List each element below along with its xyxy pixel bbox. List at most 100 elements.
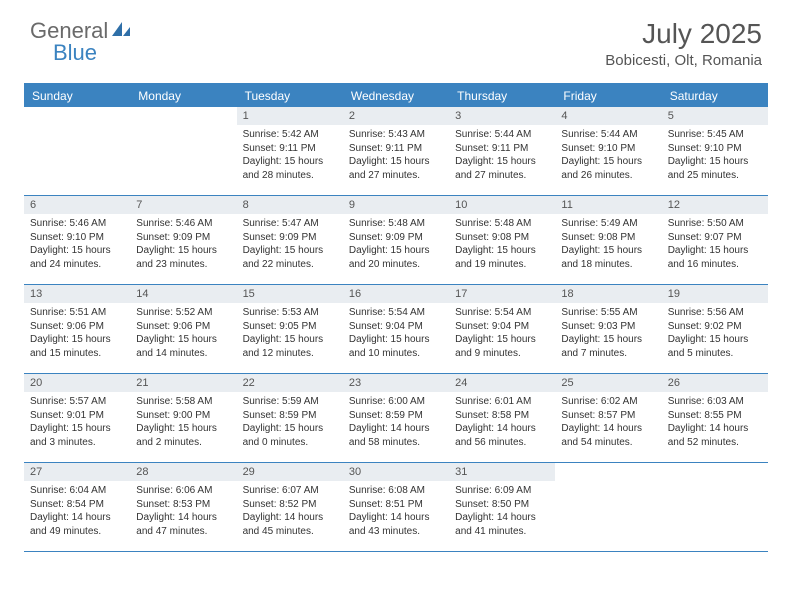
- day-details: Sunrise: 6:00 AMSunset: 8:59 PMDaylight:…: [343, 392, 449, 455]
- sunset-text: Sunset: 9:06 PM: [30, 320, 124, 334]
- sunset-text: Sunset: 9:10 PM: [668, 142, 762, 156]
- day-number: 6: [24, 196, 130, 214]
- day-number: 12: [662, 196, 768, 214]
- daylight-text: Daylight: 15 hours and 26 minutes.: [561, 155, 655, 182]
- day-details: Sunrise: 5:55 AMSunset: 9:03 PMDaylight:…: [555, 303, 661, 366]
- sunrise-text: Sunrise: 5:56 AM: [668, 306, 762, 320]
- daylight-text: Daylight: 15 hours and 28 minutes.: [243, 155, 337, 182]
- daylight-text: Daylight: 15 hours and 23 minutes.: [136, 244, 230, 271]
- sunrise-text: Sunrise: 6:06 AM: [136, 484, 230, 498]
- sunrise-text: Sunrise: 5:45 AM: [668, 128, 762, 142]
- calendar-cell: 5Sunrise: 5:45 AMSunset: 9:10 PMDaylight…: [662, 107, 768, 195]
- calendar-cell: 31Sunrise: 6:09 AMSunset: 8:50 PMDayligh…: [449, 463, 555, 551]
- day-number: 25: [555, 374, 661, 392]
- day-number: 4: [555, 107, 661, 125]
- sunset-text: Sunset: 8:58 PM: [455, 409, 549, 423]
- daylight-text: Daylight: 14 hours and 56 minutes.: [455, 422, 549, 449]
- dayname-thursday: Thursday: [449, 85, 555, 107]
- page-header: General July 2025 Bobicesti, Olt, Romani…: [0, 0, 792, 77]
- daylight-text: Daylight: 15 hours and 12 minutes.: [243, 333, 337, 360]
- sunset-text: Sunset: 9:08 PM: [455, 231, 549, 245]
- daylight-text: Daylight: 15 hours and 24 minutes.: [30, 244, 124, 271]
- sunrise-text: Sunrise: 5:51 AM: [30, 306, 124, 320]
- calendar-cell: 21Sunrise: 5:58 AMSunset: 9:00 PMDayligh…: [130, 374, 236, 462]
- daylight-text: Daylight: 14 hours and 52 minutes.: [668, 422, 762, 449]
- calendar-cell: 29Sunrise: 6:07 AMSunset: 8:52 PMDayligh…: [237, 463, 343, 551]
- calendar-cell: 17Sunrise: 5:54 AMSunset: 9:04 PMDayligh…: [449, 285, 555, 373]
- sunrise-text: Sunrise: 6:02 AM: [561, 395, 655, 409]
- day-number: 30: [343, 463, 449, 481]
- calendar-cell: [130, 107, 236, 195]
- sunset-text: Sunset: 9:06 PM: [136, 320, 230, 334]
- day-details: Sunrise: 5:57 AMSunset: 9:01 PMDaylight:…: [24, 392, 130, 455]
- calendar-cell: 1Sunrise: 5:42 AMSunset: 9:11 PMDaylight…: [237, 107, 343, 195]
- day-number: 26: [662, 374, 768, 392]
- sunset-text: Sunset: 9:09 PM: [243, 231, 337, 245]
- brand-sail-icon: [108, 18, 132, 44]
- day-number: 16: [343, 285, 449, 303]
- sunrise-text: Sunrise: 6:07 AM: [243, 484, 337, 498]
- sunrise-text: Sunrise: 5:50 AM: [668, 217, 762, 231]
- calendar-week: 20Sunrise: 5:57 AMSunset: 9:01 PMDayligh…: [24, 374, 768, 463]
- daylight-text: Daylight: 14 hours and 49 minutes.: [30, 511, 124, 538]
- daylight-text: Daylight: 15 hours and 19 minutes.: [455, 244, 549, 271]
- sunrise-text: Sunrise: 5:54 AM: [349, 306, 443, 320]
- location-label: Bobicesti, Olt, Romania: [605, 52, 762, 69]
- sunrise-text: Sunrise: 5:54 AM: [455, 306, 549, 320]
- day-details: Sunrise: 5:48 AMSunset: 9:09 PMDaylight:…: [343, 214, 449, 277]
- calendar-cell: 3Sunrise: 5:44 AMSunset: 9:11 PMDaylight…: [449, 107, 555, 195]
- sunset-text: Sunset: 8:53 PM: [136, 498, 230, 512]
- sunrise-text: Sunrise: 5:48 AM: [455, 217, 549, 231]
- day-details: Sunrise: 5:44 AMSunset: 9:11 PMDaylight:…: [449, 125, 555, 188]
- day-number: 23: [343, 374, 449, 392]
- calendar-cell: 30Sunrise: 6:08 AMSunset: 8:51 PMDayligh…: [343, 463, 449, 551]
- day-number: 1: [237, 107, 343, 125]
- sunrise-text: Sunrise: 6:08 AM: [349, 484, 443, 498]
- calendar-cell: 2Sunrise: 5:43 AMSunset: 9:11 PMDaylight…: [343, 107, 449, 195]
- daylight-text: Daylight: 15 hours and 9 minutes.: [455, 333, 549, 360]
- dayname-friday: Friday: [555, 85, 661, 107]
- sunset-text: Sunset: 8:50 PM: [455, 498, 549, 512]
- calendar-cell: 6Sunrise: 5:46 AMSunset: 9:10 PMDaylight…: [24, 196, 130, 284]
- day-number: 21: [130, 374, 236, 392]
- sunset-text: Sunset: 9:09 PM: [349, 231, 443, 245]
- sunrise-text: Sunrise: 5:46 AM: [136, 217, 230, 231]
- sunrise-text: Sunrise: 6:00 AM: [349, 395, 443, 409]
- sunrise-text: Sunrise: 6:03 AM: [668, 395, 762, 409]
- sunrise-text: Sunrise: 5:49 AM: [561, 217, 655, 231]
- month-title: July 2025: [605, 18, 762, 50]
- day-number: 14: [130, 285, 236, 303]
- day-details: Sunrise: 6:07 AMSunset: 8:52 PMDaylight:…: [237, 481, 343, 544]
- sunset-text: Sunset: 9:09 PM: [136, 231, 230, 245]
- day-number: 27: [24, 463, 130, 481]
- day-details: Sunrise: 5:50 AMSunset: 9:07 PMDaylight:…: [662, 214, 768, 277]
- day-details: Sunrise: 5:44 AMSunset: 9:10 PMDaylight:…: [555, 125, 661, 188]
- daylight-text: Daylight: 15 hours and 15 minutes.: [30, 333, 124, 360]
- day-details: Sunrise: 5:54 AMSunset: 9:04 PMDaylight:…: [449, 303, 555, 366]
- sunrise-text: Sunrise: 5:44 AM: [455, 128, 549, 142]
- day-details: Sunrise: 5:47 AMSunset: 9:09 PMDaylight:…: [237, 214, 343, 277]
- calendar: SundayMondayTuesdayWednesdayThursdayFrid…: [24, 83, 768, 552]
- calendar-cell: 20Sunrise: 5:57 AMSunset: 9:01 PMDayligh…: [24, 374, 130, 462]
- sunset-text: Sunset: 9:07 PM: [668, 231, 762, 245]
- day-details: Sunrise: 5:58 AMSunset: 9:00 PMDaylight:…: [130, 392, 236, 455]
- daylight-text: Daylight: 15 hours and 5 minutes.: [668, 333, 762, 360]
- calendar-cell: 19Sunrise: 5:56 AMSunset: 9:02 PMDayligh…: [662, 285, 768, 373]
- day-details: Sunrise: 5:54 AMSunset: 9:04 PMDaylight:…: [343, 303, 449, 366]
- daylight-text: Daylight: 15 hours and 14 minutes.: [136, 333, 230, 360]
- day-details: Sunrise: 6:02 AMSunset: 8:57 PMDaylight:…: [555, 392, 661, 455]
- calendar-cell: 24Sunrise: 6:01 AMSunset: 8:58 PMDayligh…: [449, 374, 555, 462]
- sunrise-text: Sunrise: 5:46 AM: [30, 217, 124, 231]
- sunrise-text: Sunrise: 5:43 AM: [349, 128, 443, 142]
- day-details: Sunrise: 6:08 AMSunset: 8:51 PMDaylight:…: [343, 481, 449, 544]
- day-number: 3: [449, 107, 555, 125]
- day-number: 2: [343, 107, 449, 125]
- day-number: 20: [24, 374, 130, 392]
- day-details: Sunrise: 6:04 AMSunset: 8:54 PMDaylight:…: [24, 481, 130, 544]
- dayname-saturday: Saturday: [662, 85, 768, 107]
- day-number: 13: [24, 285, 130, 303]
- sunset-text: Sunset: 9:11 PM: [455, 142, 549, 156]
- day-details: Sunrise: 5:49 AMSunset: 9:08 PMDaylight:…: [555, 214, 661, 277]
- daylight-text: Daylight: 15 hours and 0 minutes.: [243, 422, 337, 449]
- sunset-text: Sunset: 8:55 PM: [668, 409, 762, 423]
